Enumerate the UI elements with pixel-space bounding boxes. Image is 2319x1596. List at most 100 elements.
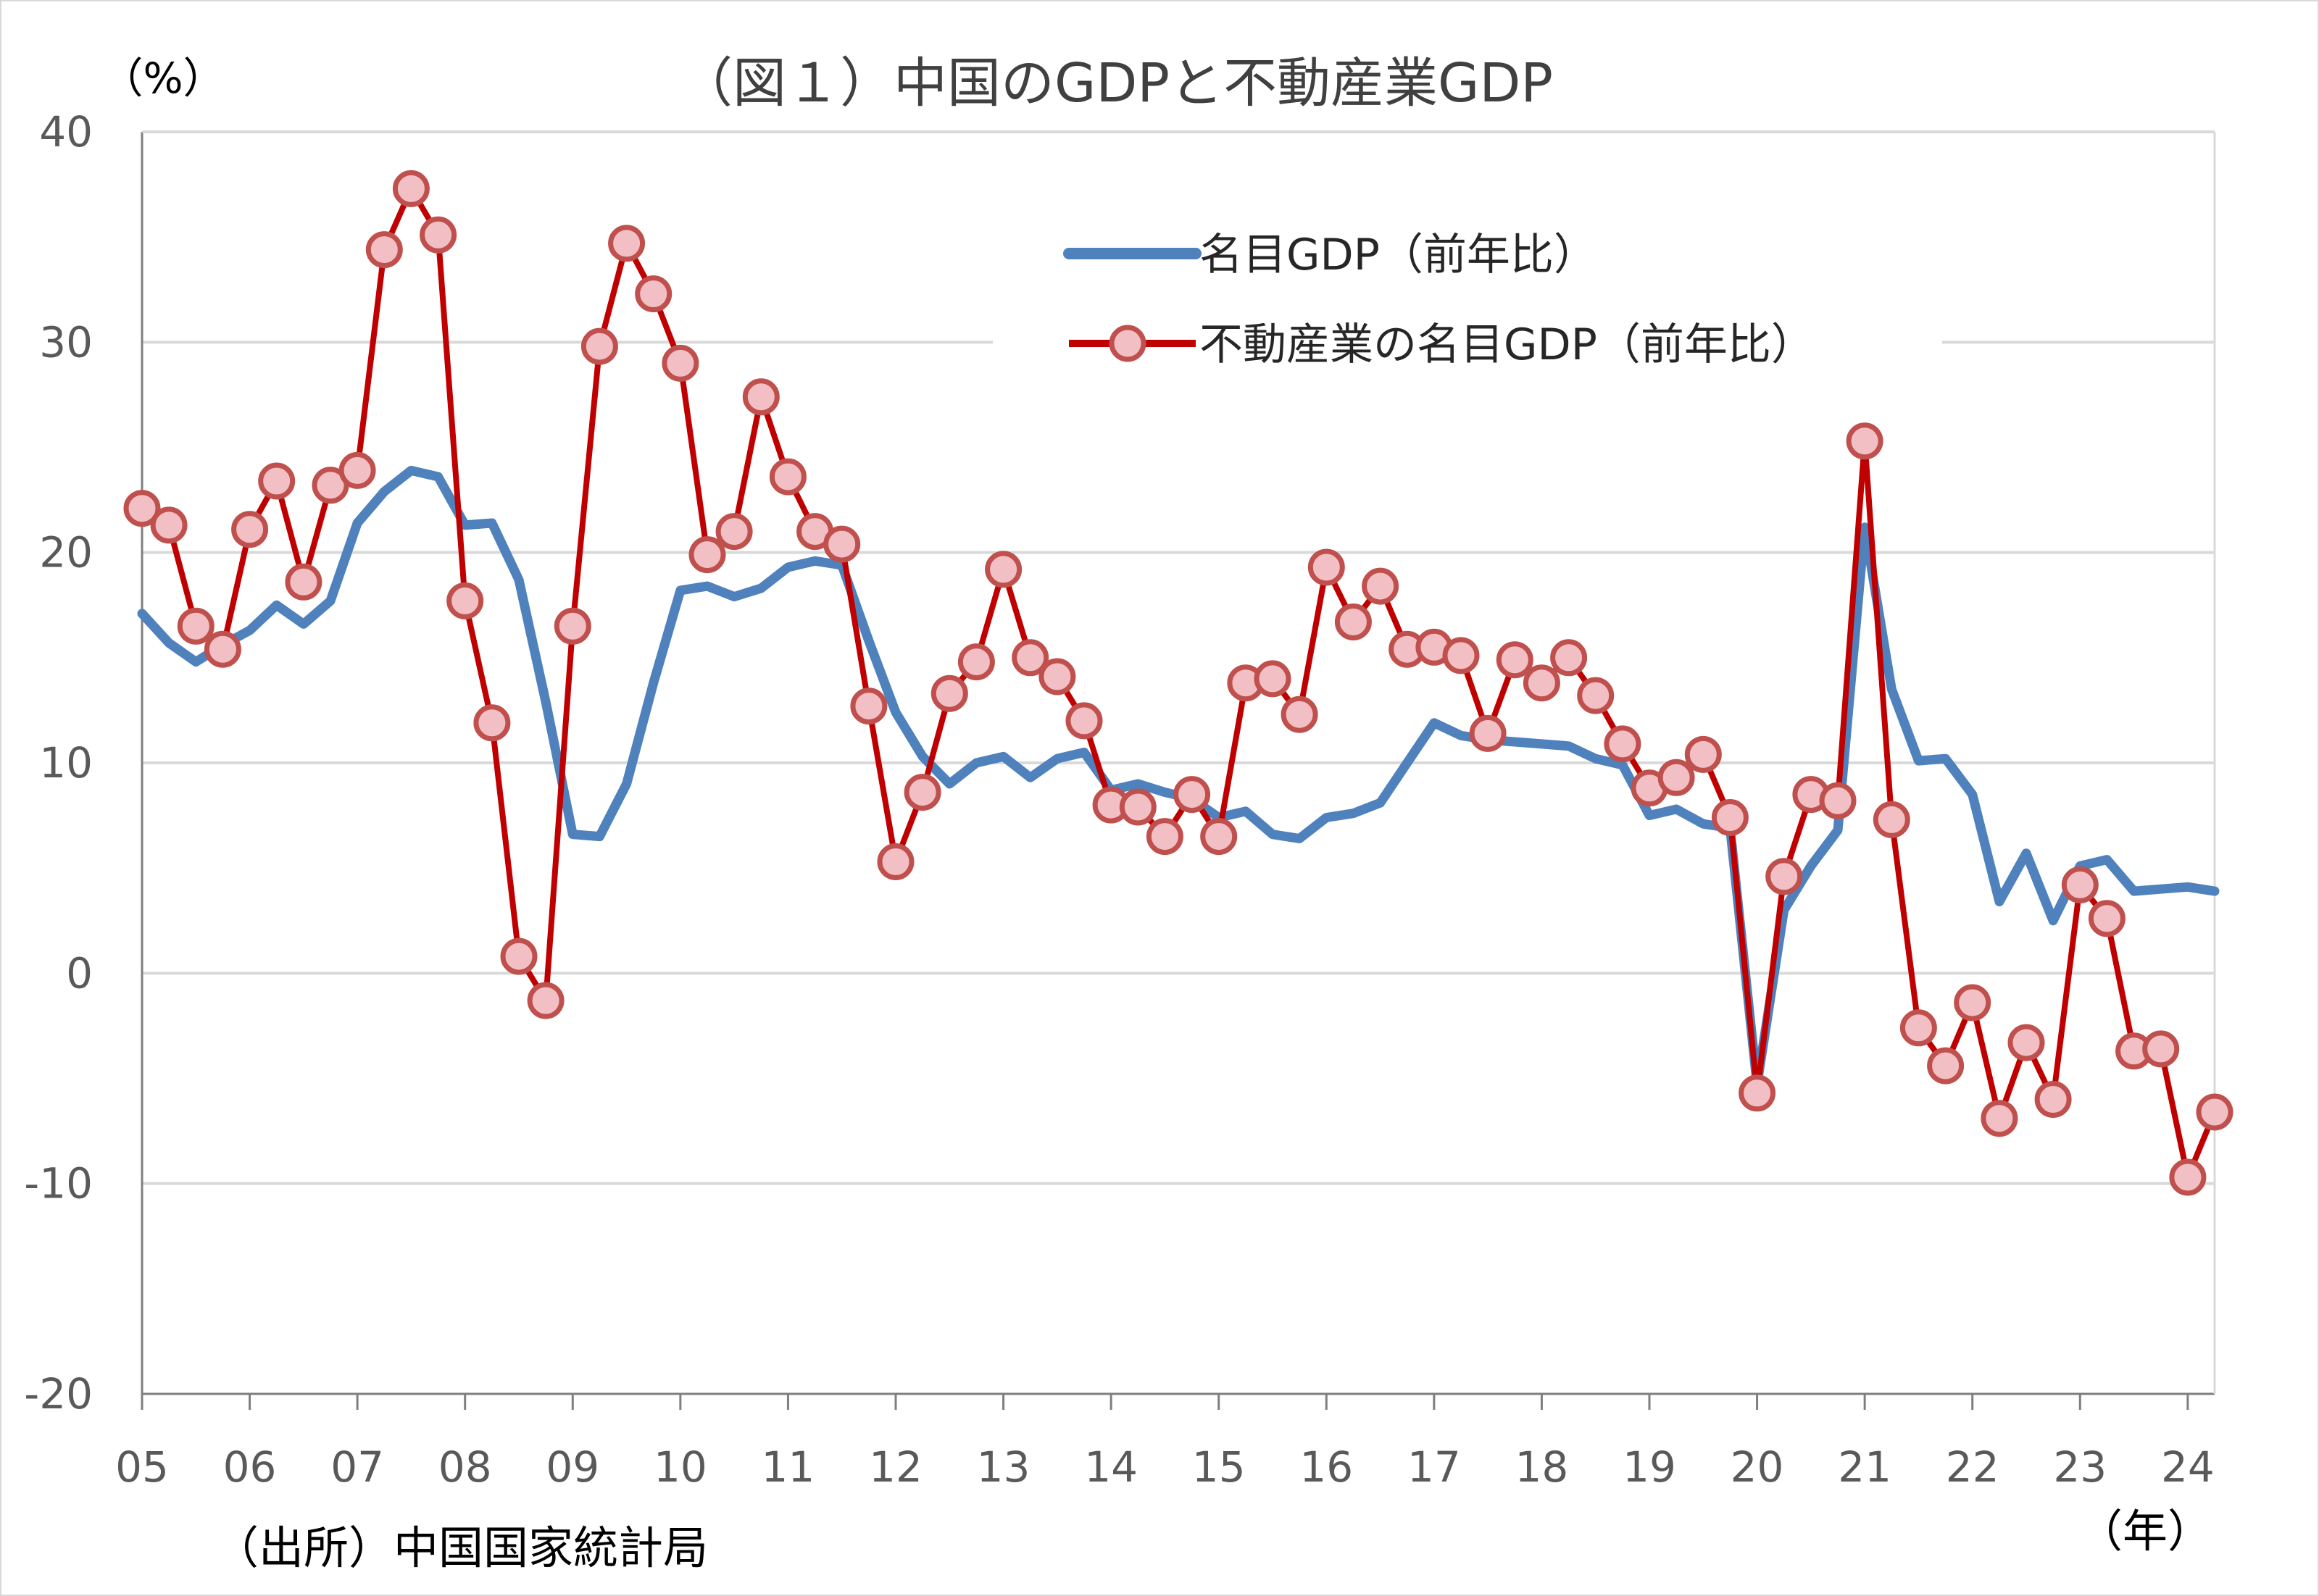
point-real-estate-71 [2034,1081,2072,1118]
point-real-estate-40 [1200,818,1238,856]
point-real-estate-19 [635,275,673,313]
line-real-estate-gdp [140,185,2218,1180]
x-axis-unit-label: （年） [2078,1505,2212,1558]
x-tick-labels: 05 06 07 08 09 10 11 12 13 14 15 16 17 18 19 20 21 22 23 24 [115,1442,2215,1492]
point-real-estate-6 [285,563,322,601]
point-real-estate-59 [1711,799,1749,836]
point-real-estate-33 [1012,639,1049,677]
point-real-estate-27 [850,688,888,725]
point-real-estate-51 [1496,641,1533,679]
point-real-estate-32 [985,551,1023,588]
source-note: （出所）中国国家統計局 [214,1521,708,1574]
y-tick-label--20: -20 [24,1369,93,1419]
x-tick-label-11: 11 [762,1442,815,1492]
point-real-estate-58 [1684,735,1722,773]
y-tick-labels: 40 30 20 10 0 -10 -20 [24,107,93,1419]
point-real-estate-16 [554,607,591,645]
legend: 名目GDP（前年比） 不動産業の名目GDP（前年比） [993,210,1942,391]
point-real-estate-15 [527,982,565,1019]
y-tick-label-40: 40 [39,107,93,156]
point-real-estate-68 [1954,984,1991,1021]
point-real-estate-4 [231,511,269,548]
x-tick-label-19: 19 [1623,1442,1676,1492]
point-real-estate-13 [473,704,511,742]
y-tick-label-30: 30 [39,317,93,367]
point-real-estate-60 [1739,1074,1776,1112]
point-real-estate-3 [204,630,241,668]
point-real-estate-30 [930,674,968,712]
point-real-estate-43 [1281,695,1318,733]
point-real-estate-70 [2007,1024,2045,1061]
legend-marker-real-estate [1109,325,1146,362]
point-real-estate-49 [1442,637,1480,674]
point-real-estate-38 [1146,818,1183,856]
axes [141,130,2216,1410]
point-real-estate-54 [1577,677,1615,714]
point-real-estate-46 [1362,567,1399,605]
point-real-estate-26 [823,525,861,563]
point-real-estate-44 [1307,548,1345,586]
point-real-estate-64 [1846,422,1883,460]
point-real-estate-10 [392,170,430,207]
x-tick-label-20: 20 [1731,1442,1784,1492]
x-tick-label-18: 18 [1515,1442,1569,1492]
point-real-estate-8 [338,451,376,489]
x-tick-label-14: 14 [1084,1442,1138,1492]
point-real-estate-11 [420,216,457,254]
y-tick-label--10: -10 [24,1159,93,1208]
point-real-estate-45 [1334,603,1372,640]
x-tick-label-08: 08 [438,1442,492,1492]
point-real-estate-50 [1469,714,1507,752]
legend-label-gdp: 名目GDP（前年比） [1199,230,1597,280]
point-real-estate-23 [742,378,780,416]
x-tick-label-21: 21 [1838,1442,1891,1492]
x-tick-label-13: 13 [977,1442,1031,1492]
point-real-estate-65 [1873,801,1910,838]
x-tick-label-17: 17 [1407,1442,1461,1492]
y-tick-label-0: 0 [66,948,93,998]
point-real-estate-55 [1604,725,1641,763]
point-real-estate-53 [1550,639,1588,677]
point-real-estate-31 [957,643,995,681]
point-real-estate-52 [1523,664,1560,702]
point-real-estate-76 [2169,1158,2207,1196]
point-real-estate-75 [2142,1030,2180,1068]
x-tick-label-24: 24 [2161,1442,2215,1492]
x-tick-label-15: 15 [1192,1442,1246,1492]
point-real-estate-34 [1038,658,1076,695]
point-real-estate-24 [769,458,807,496]
x-tick-label-16: 16 [1299,1442,1353,1492]
x-tick-label-12: 12 [869,1442,923,1492]
point-real-estate-77 [2196,1093,2233,1131]
point-real-estate-42 [1254,660,1291,698]
point-real-estate-35 [1065,702,1103,740]
point-real-estate-18 [608,225,646,262]
point-real-estate-9 [365,231,403,269]
y-tick-label-20: 20 [39,528,93,577]
x-tick-label-07: 07 [330,1442,384,1492]
point-real-estate-69 [1981,1100,2018,1137]
x-tick-label-22: 22 [1946,1442,1999,1492]
point-real-estate-21 [688,536,726,574]
point-real-estate-22 [715,513,753,551]
point-real-estate-0 [123,490,161,527]
point-real-estate-72 [2061,866,2099,903]
point-real-estate-20 [662,344,699,382]
point-real-estate-12 [446,582,484,619]
point-real-estate-14 [500,937,538,975]
chart-title: （図１）中国のGDPと不動産業GDP [679,52,1553,114]
y-axis-unit-label: （%） [101,54,225,103]
x-tick-label-10: 10 [654,1442,707,1492]
x-tick-label-05: 05 [115,1442,169,1492]
point-real-estate-17 [580,327,618,365]
x-tick-label-09: 09 [546,1442,599,1492]
point-real-estate-28 [877,843,915,880]
point-real-estate-63 [1819,782,1857,819]
point-real-estate-73 [2088,900,2126,937]
point-real-estate-1 [150,506,188,544]
x-tick-label-06: 06 [223,1442,277,1492]
point-real-estate-37 [1119,788,1157,826]
point-real-estate-57 [1657,759,1695,796]
